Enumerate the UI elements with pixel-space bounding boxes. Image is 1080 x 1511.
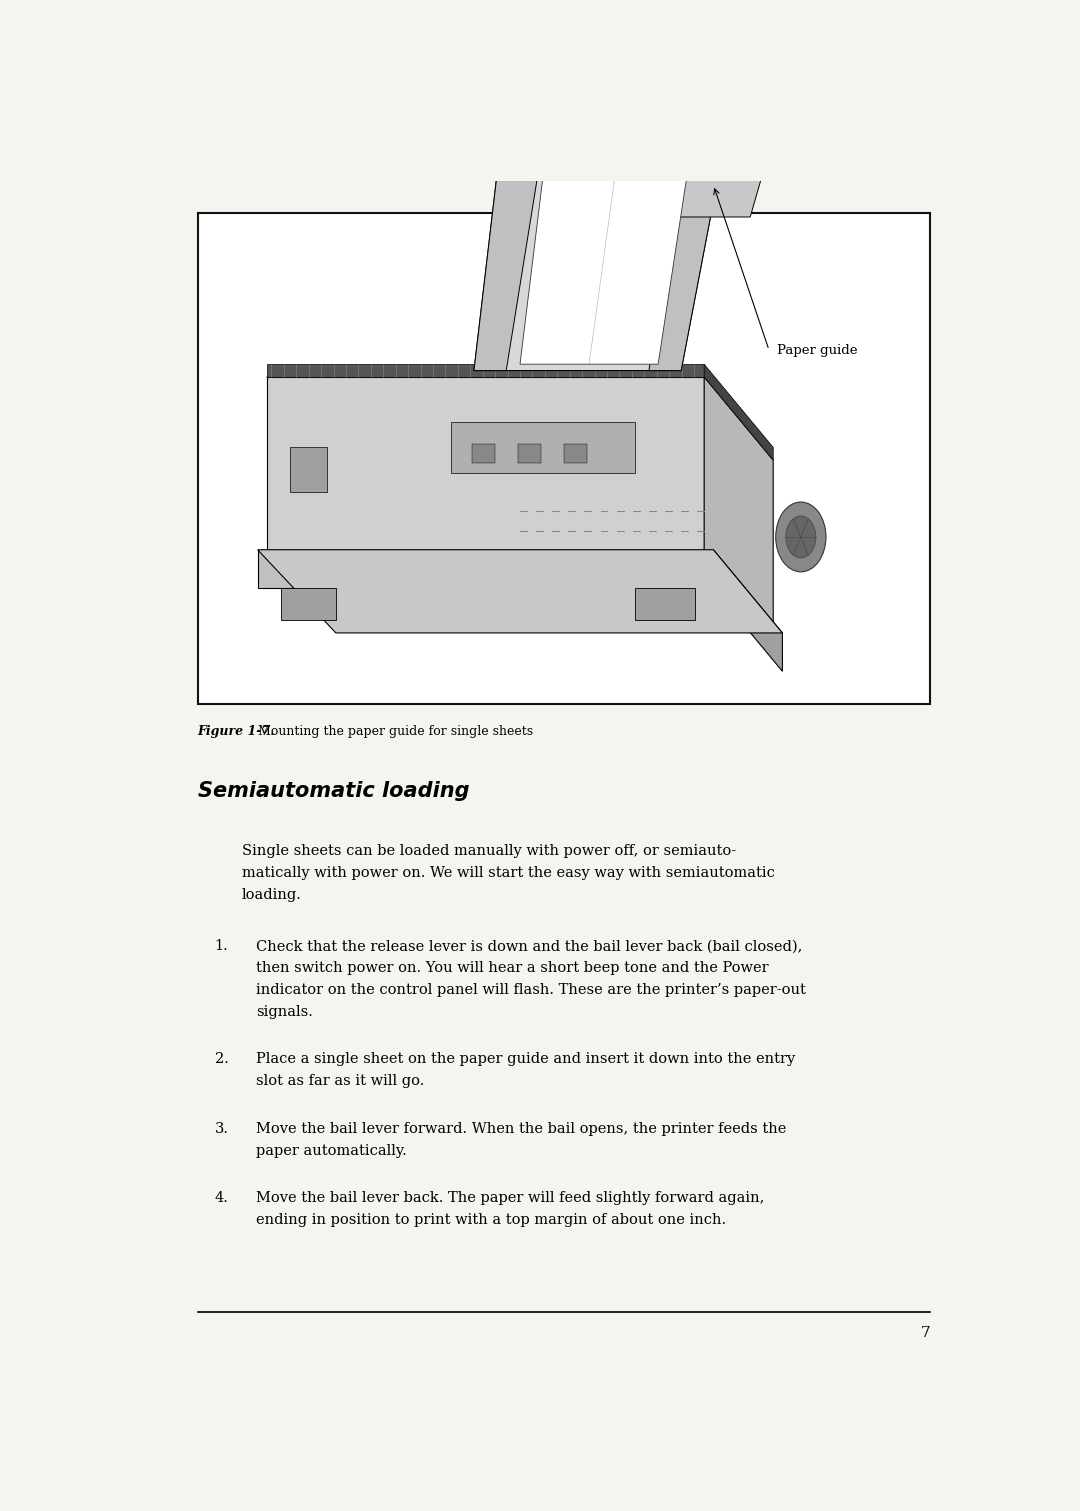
Text: Paper guide: Paper guide: [778, 343, 858, 357]
Text: 4.: 4.: [215, 1191, 228, 1204]
Polygon shape: [281, 588, 336, 620]
Polygon shape: [474, 57, 557, 370]
Circle shape: [775, 502, 826, 571]
Polygon shape: [704, 376, 773, 633]
Polygon shape: [267, 364, 704, 376]
Text: Check that the release lever is down and the bail lever back (bail closed),: Check that the release lever is down and…: [256, 940, 802, 953]
Text: 7: 7: [920, 1327, 930, 1340]
Circle shape: [596, 118, 600, 124]
Polygon shape: [564, 444, 586, 464]
Text: slot as far as it will go.: slot as far as it will go.: [256, 1074, 424, 1088]
Text: signals.: signals.: [256, 1005, 313, 1018]
Polygon shape: [521, 63, 704, 364]
Polygon shape: [649, 57, 741, 370]
Polygon shape: [289, 447, 326, 493]
Text: 2.: 2.: [215, 1052, 228, 1067]
Polygon shape: [267, 376, 773, 461]
Polygon shape: [704, 364, 773, 461]
Text: matically with power on. We will start the easy way with semiautomatic: matically with power on. We will start t…: [242, 866, 775, 881]
Bar: [198, 213, 930, 704]
Text: then switch power on. You will hear a short beep tone and the Power: then switch power on. You will hear a sh…: [256, 961, 769, 975]
Text: Place a single sheet on the paper guide and insert it down into the entry: Place a single sheet on the paper guide …: [256, 1052, 796, 1067]
Text: 3.: 3.: [215, 1121, 229, 1136]
Polygon shape: [258, 550, 782, 633]
Polygon shape: [472, 444, 495, 464]
Polygon shape: [258, 550, 714, 588]
Text: Move the bail lever back. The paper will feed slightly forward again,: Move the bail lever back. The paper will…: [256, 1191, 765, 1204]
Text: indicator on the control panel will flash. These are the printer’s paper-out: indicator on the control panel will flas…: [256, 984, 807, 997]
Polygon shape: [672, 57, 796, 218]
Text: Figure 1-7.: Figure 1-7.: [198, 725, 275, 737]
Polygon shape: [474, 57, 741, 370]
Text: Mounting the paper guide for single sheets: Mounting the paper guide for single shee…: [258, 725, 534, 737]
Polygon shape: [267, 376, 704, 550]
Polygon shape: [714, 550, 782, 671]
Text: Move the bail lever forward. When the bail opens, the printer feeds the: Move the bail lever forward. When the ba…: [256, 1121, 786, 1136]
Text: Single sheets can be loaded manually with power off, or semiauto-: Single sheets can be loaded manually wit…: [242, 845, 737, 858]
Text: 1.: 1.: [215, 940, 228, 953]
Polygon shape: [517, 444, 541, 464]
Text: paper automatically.: paper automatically.: [256, 1144, 407, 1157]
Text: loading.: loading.: [242, 888, 302, 902]
Polygon shape: [635, 588, 694, 620]
Polygon shape: [451, 422, 635, 473]
Text: ending in position to print with a top margin of about one inch.: ending in position to print with a top m…: [256, 1213, 727, 1227]
Circle shape: [786, 515, 815, 558]
Text: Semiautomatic loading: Semiautomatic loading: [198, 781, 470, 801]
